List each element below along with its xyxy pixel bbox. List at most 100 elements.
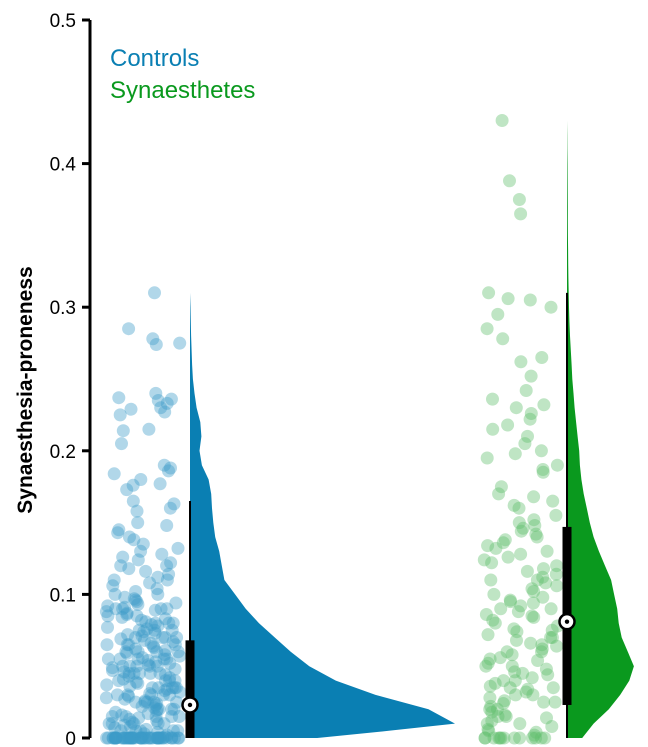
- data-point: [501, 418, 515, 432]
- data-point: [118, 590, 132, 604]
- data-point: [153, 477, 167, 491]
- data-point: [122, 562, 136, 576]
- data-point: [512, 501, 526, 515]
- data-point: [126, 494, 140, 508]
- data-point: [550, 559, 564, 573]
- median-dot: [187, 702, 193, 708]
- data-point: [160, 652, 174, 666]
- data-point: [497, 731, 511, 745]
- data-point: [110, 688, 124, 702]
- data-point: [514, 547, 528, 561]
- data-point: [120, 638, 134, 652]
- data-point: [493, 731, 507, 745]
- data-point: [514, 355, 528, 369]
- data-point: [483, 679, 497, 693]
- data-point: [525, 582, 539, 596]
- data-point: [171, 731, 185, 745]
- data-point: [115, 708, 129, 722]
- data-point: [120, 646, 134, 660]
- data-point: [538, 731, 552, 745]
- data-point: [521, 682, 535, 696]
- data-point: [537, 398, 551, 412]
- data-point: [129, 631, 142, 644]
- data-point: [173, 685, 187, 699]
- data-point: [160, 682, 174, 696]
- data-point: [136, 537, 150, 551]
- data-point: [535, 645, 548, 659]
- data-point: [166, 681, 179, 695]
- data-point: [512, 193, 526, 206]
- data-point: [149, 710, 163, 723]
- data-point: [529, 725, 543, 739]
- data-point: [501, 550, 515, 564]
- data-point: [545, 623, 559, 637]
- data-point: [549, 567, 563, 581]
- data-point: [545, 631, 559, 644]
- data-point: [158, 648, 172, 662]
- data-point: [123, 712, 137, 726]
- data-point: [134, 724, 148, 738]
- data-point: [524, 636, 538, 650]
- density-cloud: [567, 120, 634, 738]
- data-point: [118, 600, 132, 614]
- data-point: [530, 573, 544, 587]
- data-point: [150, 659, 164, 673]
- data-point: [115, 610, 129, 624]
- y-tick-label: 0.3: [50, 298, 76, 319]
- data-point: [142, 731, 156, 745]
- data-point: [513, 717, 527, 731]
- data-point: [508, 447, 522, 461]
- data-point: [133, 666, 146, 680]
- data-point: [132, 711, 146, 725]
- data-point: [170, 695, 184, 709]
- data-point: [108, 721, 122, 735]
- data-point: [546, 681, 560, 695]
- data-point: [122, 322, 136, 336]
- data-point: [158, 631, 172, 644]
- data-point: [527, 490, 541, 504]
- data-point: [524, 369, 538, 383]
- data-point: [149, 655, 163, 669]
- y-axis: 0 0.1 0.2 0.3 0.4 0.5: [50, 11, 92, 747]
- data-point: [496, 697, 510, 710]
- data-point: [166, 635, 180, 649]
- legend-entry-controls: Controls: [110, 45, 199, 72]
- data-point: [519, 384, 533, 397]
- data-point: [108, 587, 122, 601]
- data-point: [101, 620, 114, 634]
- data-point: [126, 731, 140, 745]
- data-point: [167, 731, 181, 745]
- data-point: [513, 731, 527, 745]
- data-point: [122, 666, 136, 680]
- data-point: [134, 473, 148, 486]
- data-point: [116, 659, 130, 673]
- data-point: [155, 547, 169, 561]
- data-point: [135, 699, 149, 713]
- data-point: [130, 504, 144, 518]
- data-point: [123, 731, 137, 745]
- iqr-box: [185, 640, 195, 738]
- data-point: [122, 689, 136, 703]
- data-point: [501, 292, 515, 306]
- data-point: [169, 596, 183, 610]
- data-point: [130, 659, 144, 673]
- data-point: [527, 513, 541, 527]
- data-point: [163, 674, 176, 688]
- data-point: [150, 645, 164, 659]
- data-point: [101, 731, 115, 745]
- data-point: [531, 654, 545, 667]
- data-point: [127, 533, 141, 547]
- data-point: [510, 633, 523, 647]
- data-point: [486, 422, 500, 436]
- data-point: [163, 501, 177, 515]
- data-point: [112, 523, 126, 537]
- data-point: [137, 625, 151, 639]
- data-point: [118, 692, 132, 706]
- data-point: [163, 656, 177, 670]
- data-point: [510, 625, 524, 639]
- data-point: [523, 412, 537, 426]
- data-point: [545, 720, 559, 733]
- data-point: [549, 508, 563, 522]
- data-point: [130, 595, 144, 609]
